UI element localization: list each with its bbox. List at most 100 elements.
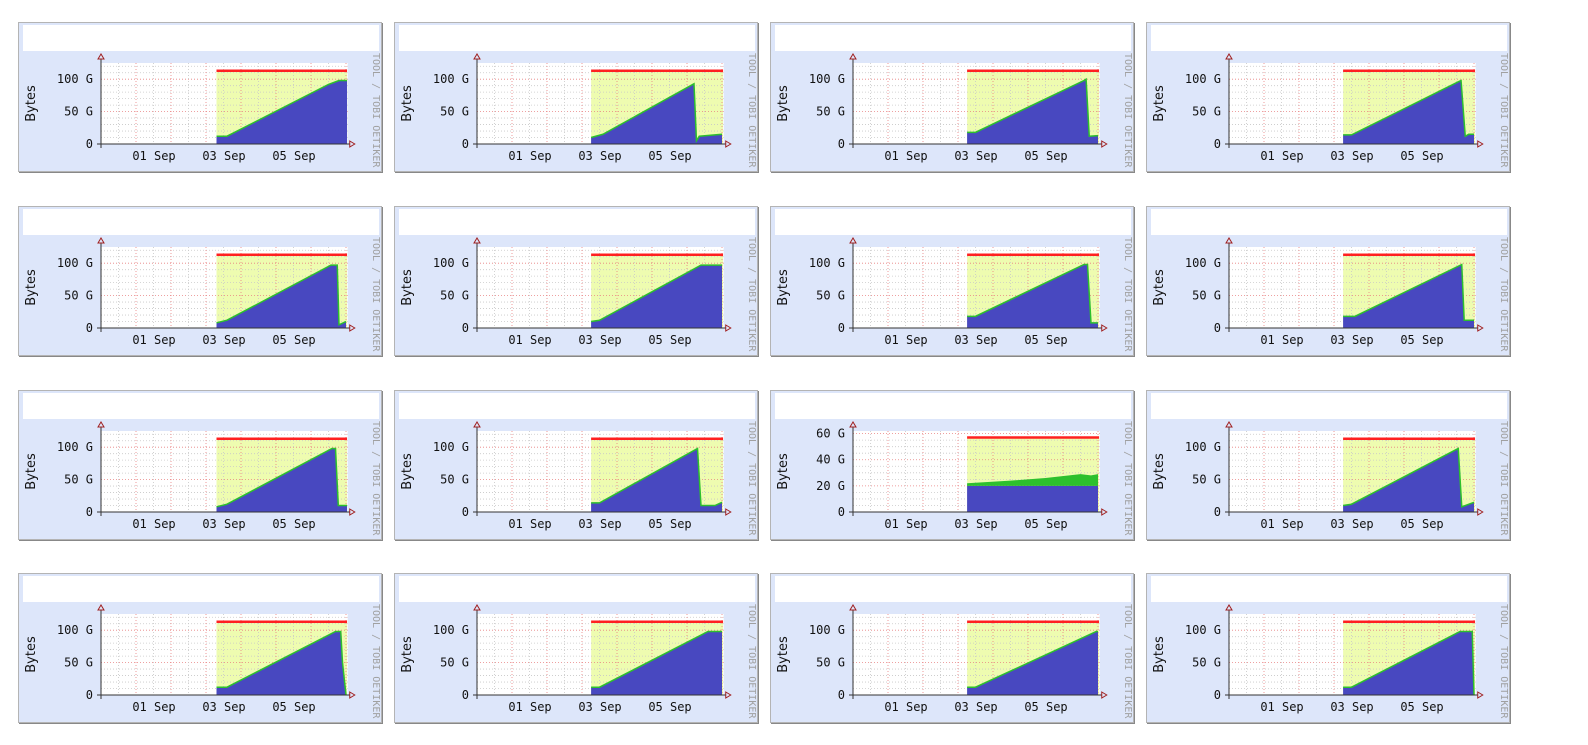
x-axis-arrow-icon <box>1477 691 1484 699</box>
graph-svg: 0 50 G 100 G 01 Sep 03 Sep 05 Sep Bytes TOOL / … <box>776 237 1133 352</box>
y-tick-label: 50 G <box>816 289 845 303</box>
y-tick-label: 0 <box>462 505 469 519</box>
y-axis-arrow-icon <box>473 237 481 244</box>
used-area <box>591 448 722 512</box>
y-tick-label: 0 <box>1214 137 1221 151</box>
x-tick-label: 01 Sep <box>1260 700 1303 714</box>
y-axis-label: Bytes <box>400 85 415 122</box>
x-axis-arrow-icon <box>349 691 356 699</box>
used-area <box>1343 448 1474 512</box>
x-tick-label: 03 Sep <box>202 517 245 531</box>
y-axis-arrow-icon <box>473 421 481 428</box>
graph-svg: 0 50 G 100 G 01 Sep 03 Sep 05 Sep Bytes TOOL / … <box>400 237 757 352</box>
y-tick-label: 0 <box>1214 505 1221 519</box>
x-axis-arrow-icon <box>349 140 356 148</box>
x-tick-label: 05 Sep <box>648 700 691 714</box>
y-tick-label: 100 G <box>433 623 469 637</box>
y-tick-label: 0 <box>1214 321 1221 335</box>
graph-title-bar <box>775 25 1131 51</box>
x-tick-label: 01 Sep <box>508 517 551 531</box>
x-tick-label: 03 Sep <box>578 149 621 163</box>
y-tick-label: 0 <box>838 321 845 335</box>
graph-svg: 0 50 G 100 G 01 Sep 03 Sep 05 Sep Bytes TOOL / … <box>776 53 1133 168</box>
y-axis-arrow-icon <box>1225 237 1233 244</box>
y-axis-label: Bytes <box>776 269 791 306</box>
graph-title-bar <box>1151 393 1507 419</box>
used-area <box>216 80 348 144</box>
watermark: TOOL / TOBI OETIKER <box>1498 237 1509 352</box>
x-tick-label: 05 Sep <box>1400 333 1443 347</box>
y-axis-arrow-icon <box>1225 421 1233 428</box>
graph-svg: 0 50 G 100 G 01 Sep 03 Sep 05 Sep Bytes TOOL / … <box>400 604 757 719</box>
x-tick-label: 03 Sep <box>1330 517 1373 531</box>
y-tick-label: 100 G <box>809 256 845 270</box>
x-axis-arrow-icon <box>725 691 732 699</box>
disk-usage-graph: 0 50 G 100 G 01 Sep 03 Sep 05 Sep Bytes TOOL / … <box>1146 206 1510 356</box>
graph-title-bar <box>23 209 379 235</box>
x-tick-label: 01 Sep <box>508 700 551 714</box>
watermark: TOOL / TOBI OETIKER <box>1498 604 1509 719</box>
x-axis-arrow-icon <box>1101 324 1108 332</box>
x-tick-label: 05 Sep <box>1400 517 1443 531</box>
y-tick-label: 50 G <box>1192 289 1221 303</box>
x-tick-label: 05 Sep <box>648 517 691 531</box>
used-line <box>216 264 347 326</box>
used-area <box>967 264 1098 328</box>
graph-title-bar <box>399 576 755 602</box>
x-tick-label: 01 Sep <box>1260 333 1303 347</box>
x-tick-label: 01 Sep <box>132 149 175 163</box>
y-axis-label: Bytes <box>400 453 415 490</box>
x-tick-label: 03 Sep <box>578 333 621 347</box>
y-tick-label: 50 G <box>440 289 469 303</box>
x-axis-arrow-icon <box>725 508 732 516</box>
x-tick-label: 05 Sep <box>1024 517 1067 531</box>
used-line <box>967 77 1099 138</box>
x-tick-label: 03 Sep <box>954 333 997 347</box>
y-axis-label: Bytes <box>1152 453 1167 490</box>
y-tick-label: 20 G <box>816 479 845 493</box>
used-line <box>216 79 348 137</box>
watermark: TOOL / TOBI OETIKER <box>370 237 381 352</box>
disk-usage-graph: 0 50 G 100 G 01 Sep 03 Sep 05 Sep Bytes TOOL / … <box>394 22 758 172</box>
used-line <box>967 263 1098 324</box>
x-tick-label: 05 Sep <box>1024 149 1067 163</box>
x-tick-label: 01 Sep <box>508 333 551 347</box>
graph-svg: 0 50 G 100 G 01 Sep 03 Sep 05 Sep Bytes TOOL / … <box>24 604 381 719</box>
used-line <box>1342 447 1475 508</box>
graph-svg: 0 50 G 100 G 01 Sep 03 Sep 05 Sep Bytes TOOL / … <box>776 604 1133 719</box>
graph-svg: 0 50 G 100 G 01 Sep 03 Sep 05 Sep Bytes TOOL / … <box>24 421 381 536</box>
graph-title-bar <box>1151 576 1507 602</box>
y-tick-label: 0 <box>838 505 845 519</box>
y-axis-label: Bytes <box>1152 636 1167 673</box>
used-line <box>1343 630 1475 696</box>
y-axis-arrow-icon <box>97 604 105 611</box>
used-area <box>591 265 722 328</box>
used-area <box>1343 264 1474 328</box>
used-line <box>591 447 723 507</box>
x-axis-arrow-icon <box>725 140 732 148</box>
x-tick-label: 05 Sep <box>272 700 315 714</box>
disk-usage-graph: 0 50 G 100 G 01 Sep 03 Sep 05 Sep Bytes TOOL / … <box>18 573 382 723</box>
x-tick-label: 05 Sep <box>1400 700 1443 714</box>
x-tick-label: 01 Sep <box>884 517 927 531</box>
y-axis-arrow-icon <box>473 604 481 611</box>
x-tick-label: 03 Sep <box>954 517 997 531</box>
y-axis-label: Bytes <box>24 269 39 306</box>
x-axis-arrow-icon <box>1477 140 1484 148</box>
used-area <box>967 79 1098 144</box>
y-tick-label: 100 G <box>809 72 845 86</box>
disk-usage-graph: 0 50 G 100 G 01 Sep 03 Sep 05 Sep Bytes TOOL / … <box>394 390 758 540</box>
used-line <box>216 447 348 508</box>
graph-title-bar <box>1151 25 1507 51</box>
disk-usage-graph: 0 50 G 100 G 01 Sep 03 Sep 05 Sep Bytes TOOL / … <box>770 206 1134 356</box>
graph-svg: 0 50 G 100 G 01 Sep 03 Sep 05 Sep Bytes TOOL / … <box>1152 53 1509 168</box>
used-area <box>1343 631 1474 695</box>
watermark: TOOL / TOBI OETIKER <box>1122 53 1133 168</box>
used-area <box>1343 80 1474 144</box>
watermark: TOOL / TOBI OETIKER <box>746 604 757 719</box>
y-tick-label: 50 G <box>440 473 469 487</box>
y-axis-arrow-icon <box>473 53 481 60</box>
graph-title-bar <box>775 576 1131 602</box>
x-tick-label: 05 Sep <box>272 149 315 163</box>
y-tick-label: 100 G <box>433 72 469 86</box>
